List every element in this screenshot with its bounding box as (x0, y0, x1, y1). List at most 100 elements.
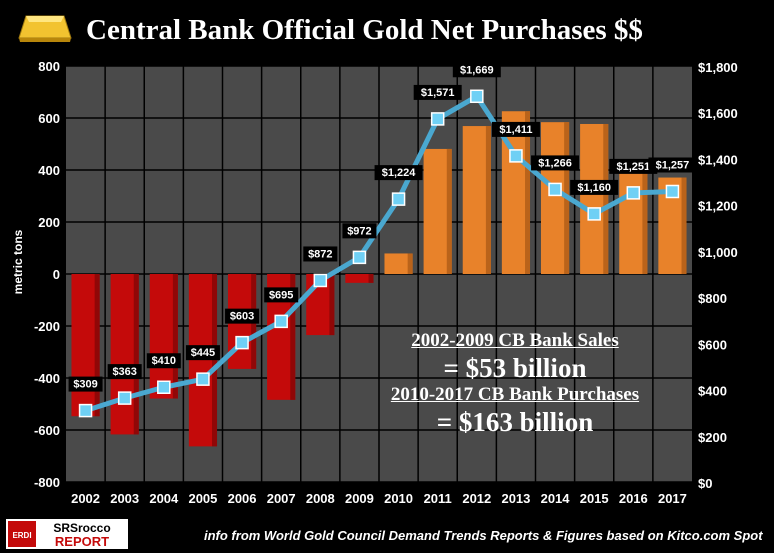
bar-shade (172, 274, 178, 399)
x-tick-label: 2008 (306, 491, 335, 506)
price-label-box (68, 376, 103, 392)
y-tick-label: 200 (38, 215, 60, 230)
price-label-box (185, 345, 220, 361)
gridlines (66, 65, 692, 483)
price-marker (587, 207, 601, 221)
purchases-label: 2010-2017 CB Bank Purchases (390, 384, 640, 405)
price-label-box (107, 364, 142, 380)
y-tick-label: 0 (53, 267, 60, 282)
x-tick-label: 2005 (188, 491, 217, 506)
bar-shade (485, 126, 491, 274)
price-marker (117, 391, 132, 405)
price-label: $1,266 (538, 157, 572, 169)
x-tick-label: 2016 (619, 491, 648, 506)
price-marker (313, 273, 328, 288)
price-label: $695 (269, 289, 293, 301)
x-axis-ticks: 2002 2003 2004 2005 2006 2007 2008 2009 2010 2011… (71, 491, 687, 506)
y-tick-label: -400 (34, 371, 60, 386)
y2-tick-label: $1,200 (698, 199, 738, 214)
price-label-box (264, 287, 299, 303)
y-axis-right-ticks: $1,800 $1,600 $1,400 $1,200 $1,000 $800 $600 $4… (698, 60, 738, 491)
x-tick-label: 2002 (71, 491, 100, 506)
y2-tick-label: $200 (698, 430, 727, 445)
y2-tick-label: $0 (698, 476, 712, 491)
y-tick-label: -200 (34, 319, 60, 334)
price-marker (78, 403, 93, 418)
summary-annotation: 2002-2009 CB Bank Sales = $53 billion 20… (340, 330, 690, 438)
svg-text:SRSrocco: SRSrocco (53, 521, 110, 535)
bar-shade (290, 274, 296, 400)
y2-tick-label: $600 (698, 337, 727, 352)
bar-shade (368, 274, 374, 283)
price-label-box (303, 246, 338, 262)
price-label-box (491, 121, 540, 137)
price-line (84, 93, 673, 413)
price-marker (352, 250, 367, 265)
y2-tick-label: $1,600 (698, 106, 738, 121)
x-tick-label: 2007 (267, 491, 296, 506)
sales-value: = $53 billion (443, 353, 587, 383)
x-tick-label: 2017 (658, 491, 687, 506)
purchases-value: = $163 billion (436, 407, 594, 437)
price-label: $1,571 (421, 87, 455, 99)
x-tick-label: 2003 (110, 491, 139, 506)
y2-tick-label: $800 (698, 291, 727, 306)
price-label-box (413, 84, 462, 100)
bar-shade (603, 123, 609, 274)
y-tick-label: -600 (34, 423, 60, 438)
x-tick-label: 2011 (424, 491, 452, 506)
bar-shade (133, 274, 139, 435)
y-tick-label: 600 (38, 111, 60, 126)
price-label-box (648, 157, 697, 173)
price-marker (470, 89, 484, 104)
y-tick-label: 400 (38, 163, 60, 178)
bar-shade (681, 177, 687, 274)
price-label: $363 (112, 366, 136, 378)
price-label-box (570, 179, 619, 195)
price-marker (235, 335, 249, 350)
y2-tick-label: $1,800 (698, 60, 738, 75)
y-axis-label: metric tons (11, 229, 25, 294)
price-label: $1,224 (382, 167, 417, 179)
bar (345, 274, 374, 283)
bar-shade (407, 253, 413, 274)
bar-shade (212, 274, 218, 447)
svg-text:REPORT: REPORT (55, 534, 109, 549)
price-marker (548, 182, 562, 197)
y2-tick-label: $1,400 (698, 152, 738, 167)
price-label: $1,160 (577, 182, 611, 194)
y-tick-label: 800 (38, 59, 60, 74)
svg-text:ERDI: ERDI (12, 531, 31, 540)
x-tick-label: 2013 (501, 491, 530, 506)
price-label: $1,251 (616, 161, 650, 173)
price-markers: $309 $363 $410 $445 $603 $695 $872 $972 $1,224 $1… (68, 62, 697, 418)
price-label: $309 (73, 379, 97, 391)
x-tick-label: 2009 (345, 491, 374, 506)
price-label-box (342, 223, 377, 239)
sales-label: 2002-2009 CB Bank Sales (411, 330, 619, 351)
bar-shade (446, 148, 452, 274)
price-label-box (146, 353, 181, 369)
x-tick-label: 2004 (149, 491, 179, 506)
price-label: $1,669 (460, 64, 494, 76)
x-tick-label: 2014 (541, 491, 571, 506)
price-label-box (531, 155, 580, 171)
price-label: $1,411 (499, 124, 532, 136)
x-tick-label: 2010 (384, 491, 413, 506)
bar-shade (94, 274, 100, 417)
price-label-box (374, 165, 423, 181)
price-marker (196, 372, 210, 386)
bar (384, 253, 413, 274)
price-label: $872 (308, 248, 332, 260)
bar-shade (525, 111, 531, 275)
price-marker (391, 192, 406, 206)
bar-shade (642, 171, 648, 274)
x-tick-label: 2012 (462, 491, 491, 506)
price-label: $445 (191, 347, 215, 359)
source-footer: info from World Gold Council Demand Tren… (204, 528, 763, 543)
price-marker (274, 314, 288, 329)
y2-tick-label: $1,000 (698, 245, 738, 260)
price-label-box (452, 62, 501, 78)
bar-shade (329, 274, 335, 336)
